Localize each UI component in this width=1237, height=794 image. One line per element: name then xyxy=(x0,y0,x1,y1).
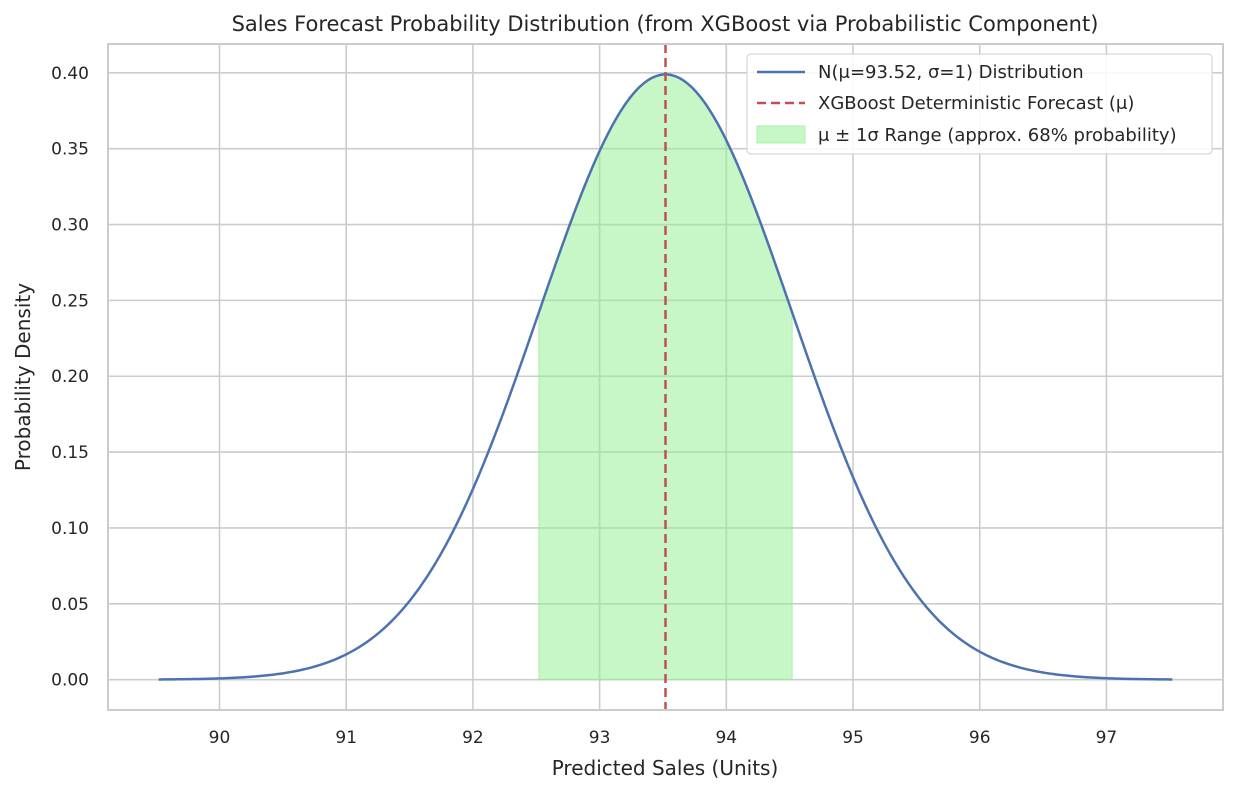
x-axis-label: Predicted Sales (Units) xyxy=(552,756,779,780)
x-tick-label: 92 xyxy=(462,728,484,748)
legend-entry-range: μ ± 1σ Range (approx. 68% probability) xyxy=(818,125,1177,146)
legend-entry-forecast: XGBoost Deterministic Forecast (μ) xyxy=(818,93,1134,114)
y-tick-label: 0.30 xyxy=(51,216,89,236)
y-tick-label: 0.05 xyxy=(51,595,89,615)
x-tick-label: 96 xyxy=(969,728,991,748)
x-tick-label: 90 xyxy=(209,728,231,748)
x-tick-labels: 90 91 92 93 94 95 96 97 xyxy=(209,728,1118,748)
y-tick-label: 0.20 xyxy=(51,367,89,387)
y-axis-label: Probability Density xyxy=(11,283,35,471)
x-tick-label: 97 xyxy=(1096,728,1118,748)
plot-frame xyxy=(107,43,1224,711)
y-tick-label: 0.00 xyxy=(51,671,89,691)
y-tick-label: 0.10 xyxy=(51,519,89,539)
x-tick-label: 94 xyxy=(715,728,737,748)
legend-box xyxy=(746,53,1213,155)
y-tick-label: 0.15 xyxy=(51,443,89,463)
x-tick-label: 95 xyxy=(842,728,864,748)
y-tick-label: 0.40 xyxy=(51,64,89,84)
legend: N(μ=93.52, σ=1) Distribution XGBoost Det… xyxy=(746,53,1213,155)
legend-fill-swatch xyxy=(756,125,806,144)
y-tick-labels: 0.00 0.05 0.10 0.15 0.20 0.25 0.30 0.35 0.40 xyxy=(51,64,89,691)
y-tick-label: 0.35 xyxy=(51,140,89,160)
y-tick-label: 0.25 xyxy=(51,291,89,311)
x-tick-label: 91 xyxy=(335,728,357,748)
legend-entry-distribution: N(μ=93.52, σ=1) Distribution xyxy=(818,62,1084,83)
x-tick-label: 93 xyxy=(589,728,611,748)
chart-title: Sales Forecast Probability Distribution … xyxy=(232,12,1099,36)
